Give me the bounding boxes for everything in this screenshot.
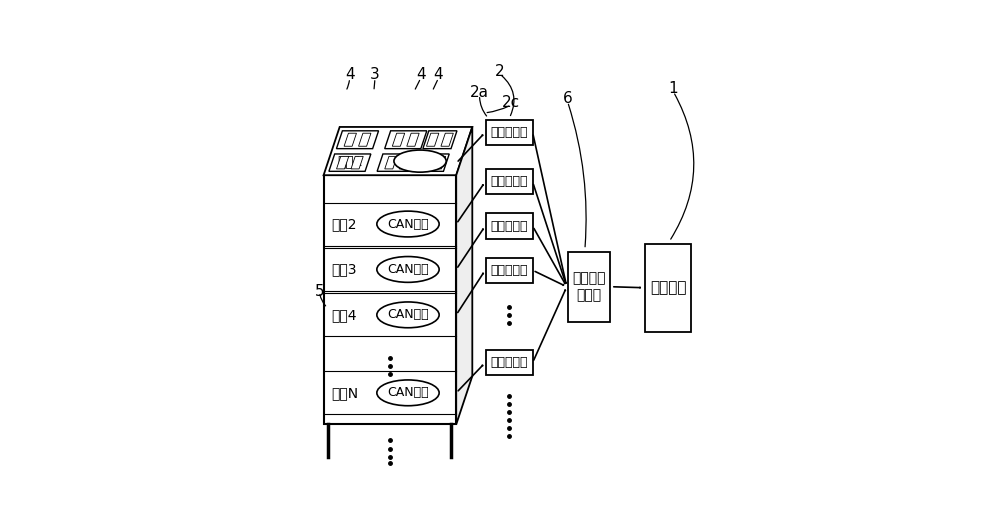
Polygon shape xyxy=(385,157,397,169)
Ellipse shape xyxy=(377,302,439,328)
Text: CAN总线: CAN总线 xyxy=(387,386,429,399)
Bar xyxy=(486,169,533,195)
Bar xyxy=(486,213,533,239)
Text: CAN总线: CAN总线 xyxy=(387,218,429,231)
Text: 4: 4 xyxy=(345,67,355,82)
Bar xyxy=(486,350,533,375)
Text: 层号4: 层号4 xyxy=(332,308,357,322)
Text: 交换机或
路由器: 交换机或 路由器 xyxy=(572,271,606,302)
Polygon shape xyxy=(385,131,427,149)
Bar xyxy=(645,244,691,332)
Polygon shape xyxy=(433,157,446,169)
Polygon shape xyxy=(407,133,419,146)
Polygon shape xyxy=(336,131,379,149)
Polygon shape xyxy=(392,133,405,146)
Text: CAN总线: CAN总线 xyxy=(399,155,441,168)
Text: 层监控单元: 层监控单元 xyxy=(491,175,528,188)
Bar xyxy=(486,257,533,283)
Text: 2: 2 xyxy=(495,64,504,79)
Polygon shape xyxy=(456,127,472,424)
Polygon shape xyxy=(344,133,356,146)
Text: 3: 3 xyxy=(370,67,380,82)
Text: 4: 4 xyxy=(434,67,443,82)
Bar xyxy=(486,120,533,145)
Polygon shape xyxy=(423,131,457,149)
Bar xyxy=(568,252,610,322)
Polygon shape xyxy=(415,154,449,171)
Polygon shape xyxy=(329,154,371,171)
Text: 层监控单元: 层监控单元 xyxy=(491,220,528,232)
Text: 层号N: 层号N xyxy=(331,386,358,400)
Text: 层监控单元: 层监控单元 xyxy=(491,126,528,139)
Text: CAN总线: CAN总线 xyxy=(387,309,429,322)
Polygon shape xyxy=(351,157,363,169)
Text: CAN总线: CAN总线 xyxy=(387,263,429,276)
Polygon shape xyxy=(324,127,472,175)
Text: 2c: 2c xyxy=(502,96,520,110)
Ellipse shape xyxy=(377,211,439,237)
Ellipse shape xyxy=(377,256,439,282)
Polygon shape xyxy=(337,157,349,169)
Text: 1: 1 xyxy=(668,81,678,96)
Text: 2a: 2a xyxy=(470,85,489,100)
Text: 层号3: 层号3 xyxy=(332,263,357,277)
Text: 6: 6 xyxy=(563,91,572,106)
Text: 层监控单元: 层监控单元 xyxy=(491,264,528,277)
Text: 5: 5 xyxy=(315,284,324,299)
Polygon shape xyxy=(419,157,431,169)
Ellipse shape xyxy=(394,150,446,172)
Text: 后台终端: 后台终端 xyxy=(650,280,687,295)
Bar xyxy=(324,175,456,424)
Polygon shape xyxy=(399,157,411,169)
Polygon shape xyxy=(359,133,371,146)
Text: 层监控单元: 层监控单元 xyxy=(491,356,528,369)
Polygon shape xyxy=(377,154,419,171)
Polygon shape xyxy=(426,133,439,146)
Text: 4: 4 xyxy=(416,67,426,82)
Text: 层号2: 层号2 xyxy=(332,217,357,231)
Text: 层号1: 层号1 xyxy=(338,153,363,168)
Polygon shape xyxy=(441,133,453,146)
Ellipse shape xyxy=(377,380,439,406)
